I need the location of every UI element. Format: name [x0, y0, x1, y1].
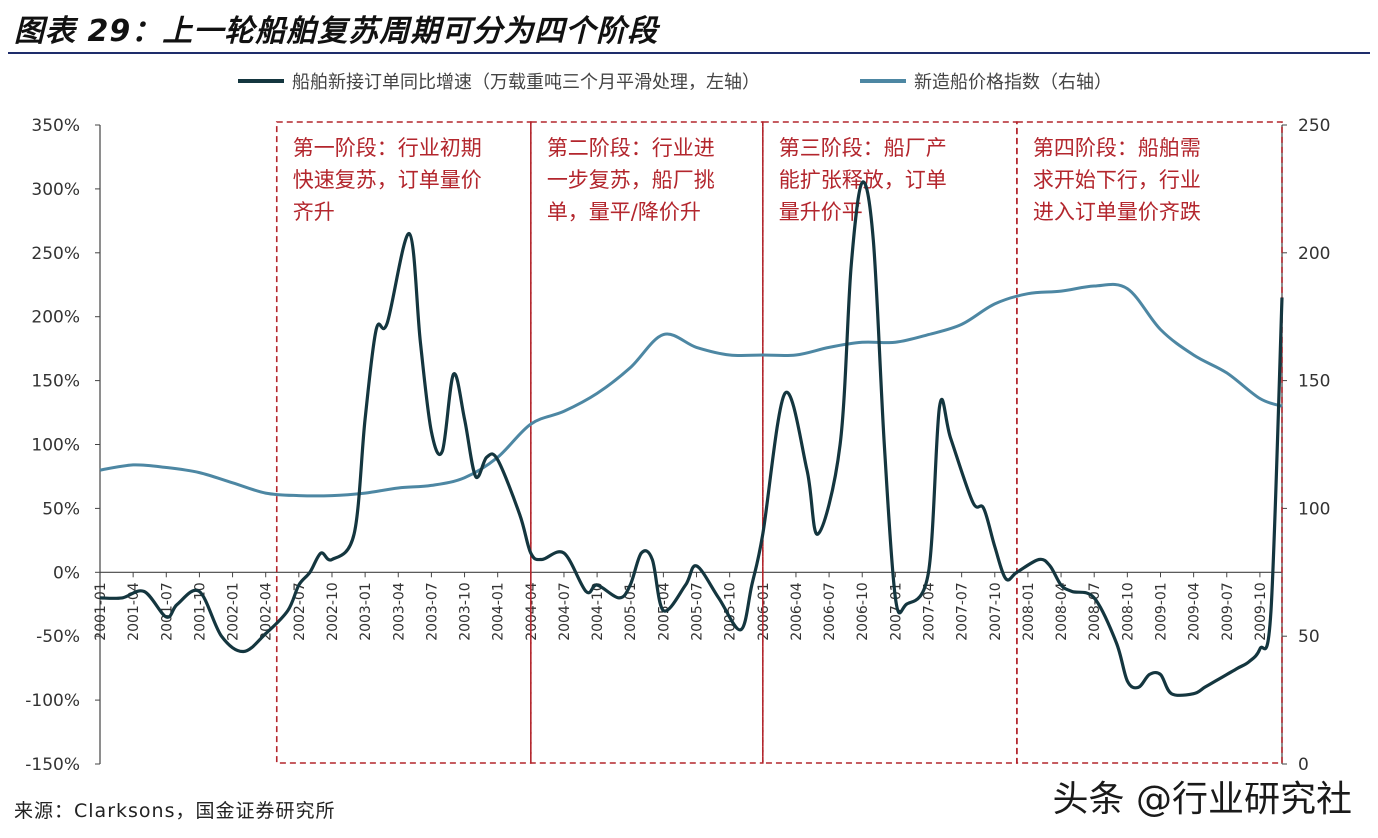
x-tick-label: 2007-07: [955, 582, 971, 641]
x-tick-label: 2003-01: [358, 582, 374, 641]
y-left-tick-label: 0%: [53, 563, 80, 583]
x-tick-label: 2009-04: [1187, 582, 1203, 641]
chart-title: 图表 29：上一轮船舶复苏周期可分为四个阶段: [14, 14, 659, 49]
x-tick-label: 2003-07: [424, 582, 440, 641]
x-tick-label: 2005-01: [623, 582, 639, 641]
y-right-tick-label: 250: [1298, 116, 1330, 136]
x-tick-label: 2004-10: [590, 582, 606, 641]
legend-swatch-orders: [238, 79, 284, 83]
y-right-tick-label: 100: [1298, 499, 1330, 519]
x-tick-label: 2006-10: [855, 582, 871, 641]
phase-box-2: [530, 121, 764, 764]
y-left-tick-label: 200%: [31, 308, 80, 328]
legend-item-orders: 船舶新接订单同比增速（万载重吨三个月平滑处理，左轴）: [238, 68, 760, 94]
y-right-tick-label: 0: [1298, 755, 1309, 775]
y-right-tick-label: 50: [1298, 627, 1320, 647]
y-left-tick-label: 50%: [42, 499, 80, 519]
x-tick-label: 2007-01: [888, 582, 904, 641]
x-tick-label: 2009-07: [1220, 582, 1236, 641]
x-tick-label: 2001-04: [126, 582, 142, 641]
x-tick-label: 2008-10: [1120, 582, 1136, 641]
y-right-tick-label: 200: [1298, 244, 1330, 264]
series-line-price-index: [99, 282, 1283, 498]
x-tick-label: 2007-04: [922, 582, 938, 641]
x-tick-label: 2004-01: [491, 582, 507, 641]
x-tick-label: 2006-07: [822, 582, 838, 641]
title-divider: [8, 52, 1370, 54]
x-tick-label: 2004-07: [557, 582, 573, 641]
x-tick-label: 2009-01: [1153, 582, 1169, 641]
x-tick-label: 2006-04: [789, 582, 805, 641]
x-tick-label: 2009-10: [1253, 582, 1269, 641]
x-tick-label: 2003-04: [391, 582, 407, 641]
x-tick-label: 2001-01: [93, 582, 109, 641]
phase-box-4: [1016, 121, 1283, 764]
y-left-tick-label: 300%: [31, 180, 80, 200]
phase-label-4-line: 求开始下行，行业: [1033, 168, 1201, 192]
x-tick-label: 2008-07: [1087, 582, 1103, 641]
phase-label-1-line: 第一阶段：行业初期: [293, 136, 482, 160]
phase-label-4-line: 第四阶段：船舶需: [1033, 136, 1201, 160]
y-right-tick-label: 150: [1298, 372, 1330, 392]
y-left-tick-label: 150%: [31, 372, 80, 392]
x-tick-label: 2002-10: [325, 582, 341, 641]
y-left-tick-label: 250%: [31, 244, 80, 264]
chart-legend: 船舶新接订单同比增速（万载重吨三个月平滑处理，左轴） 新造船价格指数（右轴）: [0, 68, 1378, 98]
x-tick-label: 2003-10: [458, 582, 474, 641]
phase-label-4-line: 进入订单量价齐跌: [1033, 200, 1201, 224]
legend-label-orders: 船舶新接订单同比增速（万载重吨三个月平滑处理，左轴）: [292, 72, 760, 93]
phase-label-2-line: 第二阶段：行业进: [547, 136, 715, 160]
x-tick-label: 2008-01: [1021, 582, 1037, 641]
x-tick-label: 2006-01: [756, 582, 772, 641]
x-tick-label: 2002-04: [259, 582, 275, 641]
phase-label-2-line: 一步复苏，船厂挑: [547, 168, 715, 192]
phase-label-3-line: 第三阶段：船厂产: [779, 136, 947, 160]
watermark: 头条 @行业研究社: [1052, 779, 1352, 820]
phase-label-1-line: 快速复苏，订单量价: [293, 168, 482, 192]
legend-swatch-price: [860, 79, 906, 83]
x-tick-label: 2005-07: [690, 582, 706, 641]
x-tick-label: 2004-04: [524, 582, 540, 641]
legend-item-price: 新造船价格指数（右轴）: [860, 68, 1112, 94]
source-note: 来源：Clarksons，国金证券研究所: [14, 800, 336, 822]
phase-label-1-line: 齐升: [293, 200, 335, 224]
phase-label-3-line: 量升价平: [779, 200, 863, 224]
line-chart: -150% -100% -50% 0% 50% 100% 150% 200% 250% 300% 3…: [25, 116, 1330, 775]
y-left-tick-label: -150%: [25, 755, 80, 775]
x-tick-label: 2002-01: [226, 582, 242, 641]
phase-label-2-line: 单，量平/降价升: [547, 200, 701, 224]
series-line-order-growth: [99, 180, 1284, 697]
y-left-tick-label: -50%: [36, 627, 80, 647]
phase-label-3-line: 能扩张释放，订单: [779, 168, 947, 192]
y-left-tick-label: 100%: [31, 436, 80, 456]
x-tick-label: 2007-10: [988, 582, 1004, 641]
legend-label-price: 新造船价格指数（右轴）: [914, 72, 1112, 93]
x-tick-label: 2008-04: [1054, 582, 1070, 641]
y-left-tick-label: -100%: [25, 691, 80, 711]
x-tick-label: 2002-07: [292, 582, 308, 641]
x-tick-label: 2001-07: [159, 582, 175, 641]
y-left-tick-label: 350%: [31, 116, 80, 136]
